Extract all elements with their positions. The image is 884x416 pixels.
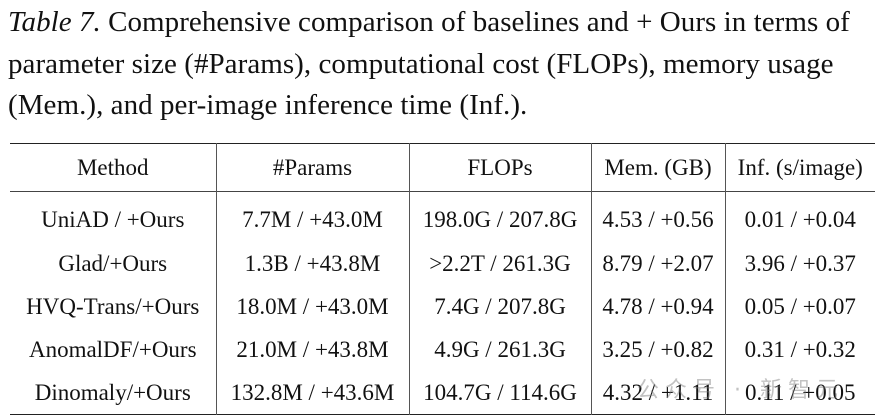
table-row: Glad/+Ours 1.3B / +43.8M >2.2T / 261.3G …: [10, 242, 875, 286]
watermark: 公众号 · 新智元: [637, 378, 844, 403]
cell-mem: 4.78 / +0.94: [590, 285, 725, 329]
cell-mem: 4.32 / +1.11: [590, 371, 725, 415]
cell-params: 1.3B / +43.8M: [215, 242, 409, 286]
table-row: AnomalDF/+Ours 21.0M / +43.8M 4.9G / 261…: [10, 328, 875, 372]
cell-flops: 198.0G / 207.8G: [408, 191, 591, 243]
cell-params: 18.0M / +43.0M: [215, 285, 409, 329]
cell-params: 7.7M / +43.0M: [215, 191, 409, 243]
cell-flops: 7.4G / 207.8G: [408, 285, 591, 329]
table-header-row: Method #Params FLOPs Mem. (GB) Inf. (s/i…: [10, 143, 875, 192]
table-row: Dinomaly/+Ours 132.8M / +43.6M 104.7G / …: [10, 371, 875, 415]
cell-params: 132.8M / +43.6M: [215, 371, 409, 415]
cell-mem: 8.79 / +2.07: [590, 242, 725, 286]
header-mem: Mem. (GB): [590, 143, 725, 192]
table-row: HVQ-Trans/+Ours 18.0M / +43.0M 7.4G / 20…: [10, 285, 875, 329]
cell-method: AnomalDF/+Ours: [28, 337, 197, 362]
comparison-table: Method #Params FLOPs Mem. (GB) Inf. (s/i…: [10, 143, 875, 415]
cell-flops: 4.9G / 261.3G: [408, 328, 591, 372]
cell-inf: 0.05 / +0.07: [724, 285, 875, 329]
caption-text: Comprehensive comparison of baselines an…: [8, 6, 850, 121]
table-caption: Table 7. Comprehensive comparison of bas…: [8, 2, 880, 127]
header-method: Method: [76, 154, 149, 180]
cell-mem: 3.25 / +0.82: [590, 328, 725, 372]
cell-flops: 104.7G / 114.6G: [408, 371, 591, 415]
cell-method: HVQ-Trans/+Ours: [26, 294, 200, 319]
table-row: UniAD / +Ours 7.7M / +43.0M 198.0G / 207…: [10, 191, 875, 243]
cell-method: Dinomaly/+Ours: [34, 379, 191, 405]
cell-inf: 0.01 / +0.04: [724, 191, 875, 243]
cell-inf: 0.31 / +0.32: [724, 328, 875, 372]
cell-method: UniAD / +Ours: [41, 207, 185, 233]
cell-mem: 4.53 / +0.56: [590, 191, 725, 243]
header-inf: Inf. (s/image): [724, 143, 875, 192]
cell-inf: 0.11 / +0.05: [724, 371, 875, 415]
header-params: #Params: [215, 143, 409, 192]
header-flops: FLOPs: [408, 143, 591, 192]
cell-params: 21.0M / +43.8M: [215, 328, 409, 372]
cell-flops: >2.2T / 261.3G: [408, 242, 591, 286]
cell-inf: 3.96 / +0.37: [724, 242, 875, 286]
cell-method: Glad/+Ours: [58, 251, 168, 276]
caption-label: Table 7.: [8, 6, 101, 38]
